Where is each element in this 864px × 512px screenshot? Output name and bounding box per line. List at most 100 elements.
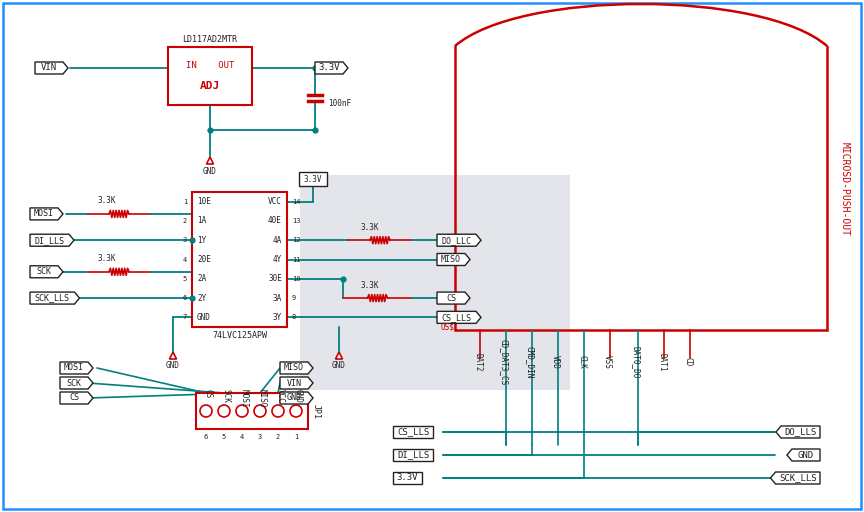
Text: 14: 14: [292, 199, 301, 205]
Text: GND: GND: [294, 389, 302, 403]
Polygon shape: [335, 352, 342, 359]
Text: 3.3V: 3.3V: [304, 175, 322, 183]
Polygon shape: [280, 377, 313, 389]
Text: DAT1: DAT1: [657, 353, 666, 371]
Polygon shape: [315, 62, 348, 74]
Text: 3.3K: 3.3K: [361, 223, 379, 232]
Text: SCK: SCK: [36, 267, 52, 276]
Text: MOSI: MOSI: [64, 364, 84, 373]
Text: 3.3K: 3.3K: [98, 254, 117, 263]
Polygon shape: [30, 234, 74, 246]
Text: CMD_DIN: CMD_DIN: [525, 346, 534, 378]
Text: 7: 7: [183, 314, 187, 321]
Circle shape: [290, 405, 302, 417]
Text: VSS: VSS: [603, 355, 612, 369]
Text: 4: 4: [183, 257, 187, 263]
Text: 10: 10: [292, 276, 301, 282]
Bar: [299, 172, 327, 186]
Text: 1A: 1A: [197, 217, 206, 225]
Polygon shape: [30, 266, 63, 278]
Text: DI_LLS: DI_LLS: [397, 451, 429, 459]
Text: 10E: 10E: [197, 197, 211, 206]
Text: GND: GND: [166, 361, 180, 371]
Text: LD117AD2MTR: LD117AD2MTR: [182, 34, 238, 44]
Text: DI_LLS: DI_LLS: [35, 236, 65, 245]
Text: VCC: VCC: [268, 197, 282, 206]
Text: GND: GND: [332, 361, 346, 371]
Text: 74LVC125APW: 74LVC125APW: [212, 331, 267, 340]
Circle shape: [200, 405, 212, 417]
Text: 4A: 4A: [273, 236, 282, 245]
Polygon shape: [60, 362, 93, 374]
Text: 6: 6: [204, 434, 208, 440]
Polygon shape: [169, 352, 176, 359]
Text: 4: 4: [240, 434, 245, 440]
Polygon shape: [437, 311, 481, 324]
Text: CD: CD: [683, 357, 692, 367]
Text: 2A: 2A: [197, 274, 206, 283]
Text: GND: GND: [197, 313, 211, 322]
Bar: [393, 426, 433, 438]
Text: 13: 13: [292, 218, 301, 224]
Text: 5: 5: [222, 434, 226, 440]
Bar: [192, 192, 287, 327]
Text: US$: US$: [440, 323, 454, 332]
Text: VCC: VCC: [276, 389, 284, 403]
Polygon shape: [60, 392, 93, 404]
Text: 3A: 3A: [273, 293, 282, 303]
Polygon shape: [437, 292, 470, 304]
Text: VDD: VDD: [551, 355, 560, 369]
Text: 3.3V: 3.3V: [397, 474, 418, 482]
Text: 1: 1: [294, 434, 298, 440]
Polygon shape: [787, 449, 820, 461]
Text: 4Y: 4Y: [273, 255, 282, 264]
Text: 8: 8: [292, 314, 296, 321]
Text: 30E: 30E: [268, 274, 282, 283]
Text: ADJ: ADJ: [200, 81, 220, 91]
Text: DAT0_DO: DAT0_DO: [631, 346, 640, 378]
Polygon shape: [437, 234, 481, 246]
Text: 3: 3: [183, 237, 187, 243]
Text: 1: 1: [183, 199, 187, 205]
Text: SCK_LLS: SCK_LLS: [779, 474, 816, 482]
Text: 40E: 40E: [268, 217, 282, 225]
Polygon shape: [35, 62, 68, 74]
Text: 3Y: 3Y: [273, 313, 282, 322]
Circle shape: [272, 405, 284, 417]
Circle shape: [254, 405, 266, 417]
Bar: [196, 393, 308, 429]
Text: SCK: SCK: [67, 378, 81, 388]
Text: MISO: MISO: [441, 255, 461, 264]
Text: CLK: CLK: [577, 355, 586, 369]
Polygon shape: [30, 208, 63, 220]
Bar: [168, 47, 252, 105]
Text: GND: GND: [798, 451, 814, 459]
Text: 12: 12: [292, 237, 301, 243]
Text: 3.3V: 3.3V: [318, 63, 340, 73]
Text: CS: CS: [69, 394, 79, 402]
Text: 3: 3: [257, 434, 262, 440]
Text: CS: CS: [446, 293, 456, 303]
Polygon shape: [60, 377, 93, 389]
Text: GND: GND: [287, 394, 302, 402]
Polygon shape: [206, 157, 213, 164]
Text: CS_LLS: CS_LLS: [397, 428, 429, 437]
Text: SCK: SCK: [221, 389, 231, 403]
Text: VIN: VIN: [287, 378, 302, 388]
Text: DAT2: DAT2: [473, 353, 482, 371]
Bar: [393, 472, 422, 484]
Polygon shape: [280, 362, 313, 374]
Text: 20E: 20E: [197, 255, 211, 264]
Text: MOSI: MOSI: [239, 389, 249, 408]
Text: GND: GND: [203, 166, 217, 176]
Circle shape: [218, 405, 230, 417]
Text: 2Y: 2Y: [197, 293, 206, 303]
Bar: [393, 449, 433, 461]
Polygon shape: [771, 472, 820, 484]
Text: 9: 9: [292, 295, 296, 301]
Text: MISO: MISO: [257, 389, 266, 408]
Text: 3.3K: 3.3K: [361, 281, 379, 290]
Text: 2: 2: [276, 434, 280, 440]
Text: DO_LLS: DO_LLS: [785, 428, 816, 437]
Text: 100nF: 100nF: [328, 98, 351, 108]
